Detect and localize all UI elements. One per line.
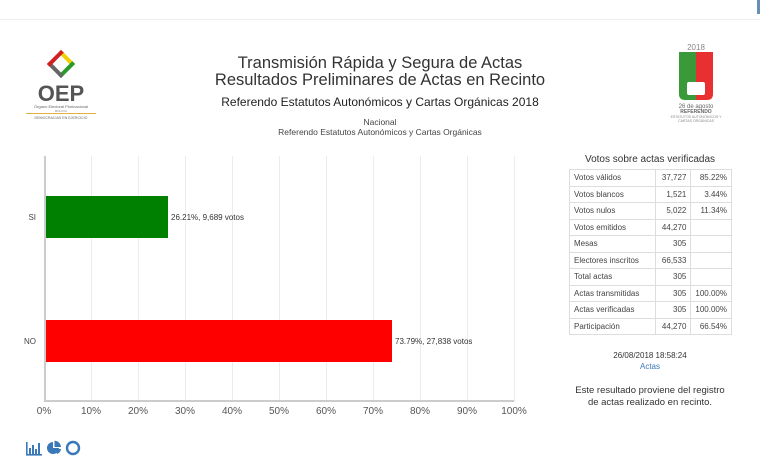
table-row: Actas verificadas 305 100.00% (569, 301, 732, 319)
bar-chart-icon[interactable] (25, 440, 43, 461)
stats-title: Votos sobre actas verificadas (584, 154, 716, 165)
row-value: 305 (654, 301, 692, 319)
scope: Nacional (363, 117, 397, 127)
scope-detail: Referendo Estatutos Autonómicos y Cartas… (278, 127, 482, 137)
gridline (467, 156, 468, 402)
row-value: 1,521 (654, 185, 692, 203)
row-value: 305 (654, 235, 692, 253)
table-row: Participación 44,270 66.54% (569, 317, 732, 335)
gridline (514, 156, 515, 402)
row-pct: 100.00% (690, 301, 732, 319)
row-pct (690, 235, 732, 253)
gridline (138, 156, 139, 402)
referendo-logo: 2018 26 de agosto REFERENDO ESTATUTOS AU… (671, 43, 722, 123)
row-pct (690, 268, 732, 286)
bar-no[interactable] (45, 320, 392, 362)
top-bar (0, 0, 760, 20)
table-row: Total actas 305 (569, 268, 732, 286)
row-value: 44,270 (654, 218, 692, 236)
stats-table: Votos válidos 37,727 85.22% Votos blancos 1… (569, 169, 732, 335)
svg-text:2018: 2018 (687, 43, 705, 52)
gridline (420, 156, 421, 402)
row-value: 44,270 (654, 317, 692, 335)
results-bar-chart: 26.21%, 9,689 votos 73.79%, 27,838 votos… (0, 150, 540, 420)
bar-label-si: 26.21%, 9,689 votos (171, 213, 244, 222)
svg-text:CARTAS ORGÁNICAS: CARTAS ORGÁNICAS (678, 119, 715, 123)
row-label: Electores inscritos (569, 251, 656, 269)
table-row: Votos emitidos 44,270 (569, 218, 732, 236)
x-tick: 70% (362, 406, 384, 417)
table-row: Votos blancos 1,521 3.44% (569, 185, 732, 203)
gridline (232, 156, 233, 402)
row-value: 66,533 (654, 251, 692, 269)
row-label: Votos nulos (569, 202, 656, 220)
scrollbar-edge[interactable] (757, 0, 760, 14)
y-axis (44, 156, 46, 402)
category-label-no: NO (24, 337, 36, 346)
row-label: Total actas (569, 268, 656, 286)
x-tick: 90% (456, 406, 478, 417)
row-label: Actas transmitidas (569, 284, 656, 302)
chart-type-switcher (25, 440, 81, 461)
x-tick: 60% (315, 406, 337, 417)
x-tick: 80% (409, 406, 431, 417)
row-label: Participación (569, 317, 656, 335)
x-tick: 20% (127, 406, 149, 417)
x-tick: 0% (36, 406, 52, 417)
x-tick: 100% (501, 406, 527, 417)
bar-label-no: 73.79%, 27,838 votos (395, 337, 473, 346)
title-line-2: Resultados Preliminares de Actas en Reci… (214, 71, 546, 89)
svg-text:OEP: OEP (38, 81, 84, 106)
row-pct: 100.00% (690, 284, 732, 302)
table-row: Mesas 305 (569, 235, 732, 253)
svg-text:DEMOCRACIAS EN EJERCICIO: DEMOCRACIAS EN EJERCICIO (35, 116, 88, 120)
category-label-si: SI (28, 213, 36, 222)
gridline (373, 156, 374, 402)
svg-text:ESTATUTOS AUTONÓMICOS Y: ESTATUTOS AUTONÓMICOS Y (671, 114, 722, 119)
row-pct (690, 251, 732, 269)
row-label: Mesas (569, 235, 656, 253)
row-pct: 85.22% (690, 169, 732, 187)
pie-chart-icon[interactable] (46, 440, 62, 461)
row-pct: 66.54% (690, 317, 732, 335)
row-pct: 11.34% (690, 202, 732, 220)
row-value: 5,022 (654, 202, 692, 220)
table-row: Electores inscritos 66,533 (569, 251, 732, 269)
svg-text:REFERENDO: REFERENDO (680, 109, 712, 115)
svg-text:BOLIVIA: BOLIVIA (55, 109, 67, 113)
donut-chart-icon[interactable] (65, 440, 81, 461)
row-label: Votos válidos (569, 169, 656, 187)
table-row: Votos válidos 37,727 85.22% (569, 169, 732, 187)
bar-si[interactable] (45, 196, 168, 238)
row-pct (690, 218, 732, 236)
subtitle: Referendo Estatutos Autonómicos y Cartas… (221, 95, 539, 109)
row-value: 37,727 (654, 169, 692, 187)
row-value: 305 (654, 268, 692, 286)
gridline (326, 156, 327, 402)
x-tick: 50% (268, 406, 290, 417)
row-value: 305 (654, 284, 692, 302)
title-line-1: Transmisión Rápida y Segura de Actas (237, 54, 523, 72)
table-row: Actas transmitidas 305 100.00% (569, 284, 732, 302)
plot-area: 26.21%, 9,689 votos 73.79%, 27,838 votos (44, 156, 515, 402)
source-note: Este resultado proviene del registro de … (575, 385, 725, 408)
row-pct: 3.44% (690, 185, 732, 203)
svg-text:Órgano Electoral Plurinacional: Órgano Electoral Plurinacional (34, 104, 88, 109)
page-header: Transmisión Rápida y Segura de Actas Res… (200, 54, 560, 138)
x-tick: 40% (221, 406, 243, 417)
row-label: Votos blancos (569, 185, 656, 203)
oep-logo: OEP Órgano Electoral Plurinacional BOLIV… (26, 49, 96, 120)
x-axis (44, 400, 514, 402)
timestamp: 26/08/2018 18:58:24 (613, 351, 687, 360)
x-tick: 30% (174, 406, 196, 417)
row-label: Votos emitidos (569, 218, 656, 236)
actas-link[interactable]: Actas (639, 362, 660, 371)
table-row: Votos nulos 5,022 11.34% (569, 202, 732, 220)
x-tick: 10% (80, 406, 102, 417)
gridline (185, 156, 186, 402)
gridline (91, 156, 92, 402)
svg-text:26 de agosto: 26 de agosto (679, 104, 714, 110)
gridline (279, 156, 280, 402)
row-label: Actas verificadas (569, 301, 656, 319)
